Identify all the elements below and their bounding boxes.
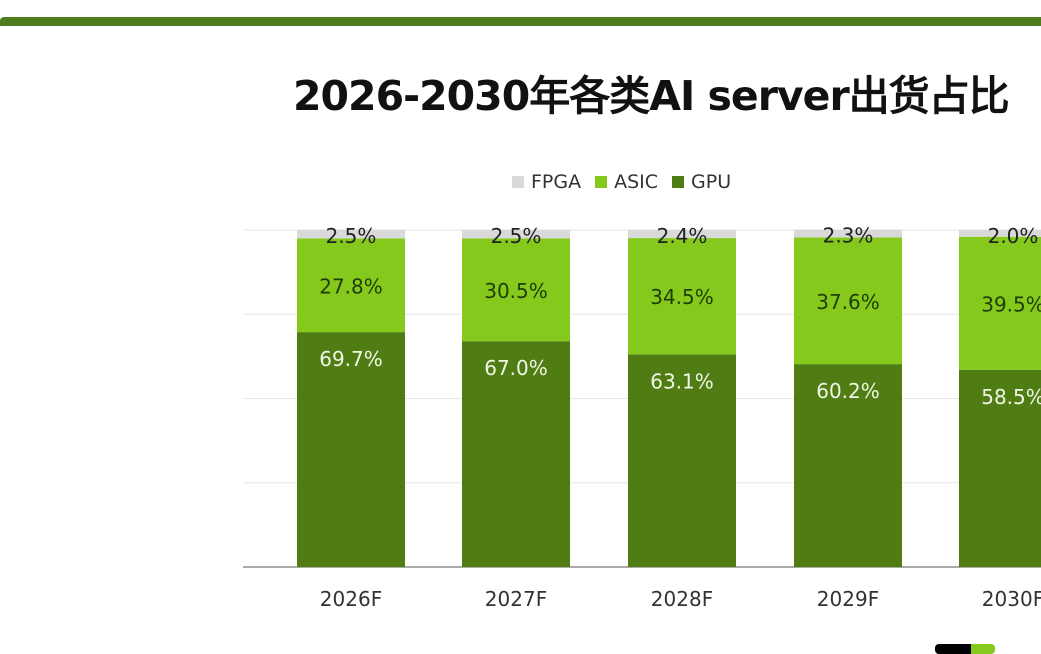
data-label-fpga: 2.5% xyxy=(326,224,377,248)
legend-swatch-gpu xyxy=(672,176,685,188)
bar-gpu xyxy=(794,364,902,567)
bar-asic xyxy=(628,238,736,355)
bar-asic xyxy=(462,238,570,342)
legend: FPGA ASIC GPU xyxy=(512,171,731,193)
bar-fpga xyxy=(297,230,405,239)
bar-fpga xyxy=(959,230,1041,237)
bar-fpga xyxy=(462,230,570,239)
x-tick-label: 2028F xyxy=(651,587,713,611)
bar-asic xyxy=(297,238,405,333)
brand-logo xyxy=(935,644,995,654)
legend-swatch-fpga xyxy=(512,176,524,188)
bar-gpu xyxy=(462,341,570,567)
data-label-gpu: 67.0% xyxy=(484,356,548,380)
bar-fpga xyxy=(628,230,736,239)
x-tick-label: 2027F xyxy=(485,587,547,611)
data-label-gpu: 60.2% xyxy=(816,379,880,403)
bar-asic xyxy=(794,237,902,365)
bar-asic xyxy=(959,236,1041,370)
data-label-fpga: 2.4% xyxy=(657,224,708,248)
data-label-gpu: 63.1% xyxy=(650,369,714,393)
bar-gpu xyxy=(959,369,1041,567)
data-label-asic: 34.5% xyxy=(650,285,714,309)
header-accent-bar xyxy=(0,17,1041,26)
bar-gpu xyxy=(628,354,736,567)
chart-title: 2026-2030年各类AI server出货占比 xyxy=(293,72,1010,120)
data-label-gpu: 69.7% xyxy=(319,347,383,371)
data-label-fpga: 2.5% xyxy=(491,224,542,248)
legend-label-asic: ASIC xyxy=(614,171,659,193)
data-label-asic: 37.6% xyxy=(816,290,880,314)
x-tick-label: 2030F xyxy=(982,587,1041,611)
data-label-asic: 27.8% xyxy=(319,274,383,298)
data-label-gpu: 58.5% xyxy=(981,385,1041,409)
legend-item-fpga: FPGA xyxy=(512,171,581,193)
legend-label-gpu: GPU xyxy=(691,171,732,193)
legend-item-asic: ASIC xyxy=(595,171,658,193)
data-label-asic: 30.5% xyxy=(484,279,548,303)
x-tick-label: 2029F xyxy=(817,587,879,611)
data-label-fpga: 2.3% xyxy=(823,224,874,248)
data-label-fpga: 2.0% xyxy=(988,224,1039,248)
x-tick-label: 2026F xyxy=(320,587,382,611)
bar-gpu xyxy=(297,332,405,567)
bar-fpga xyxy=(794,229,902,238)
legend-label-fpga: FPGA xyxy=(531,171,582,193)
legend-swatch-asic xyxy=(595,176,608,188)
data-label-asic: 39.5% xyxy=(981,292,1041,316)
legend-item-gpu: GPU xyxy=(672,171,731,193)
